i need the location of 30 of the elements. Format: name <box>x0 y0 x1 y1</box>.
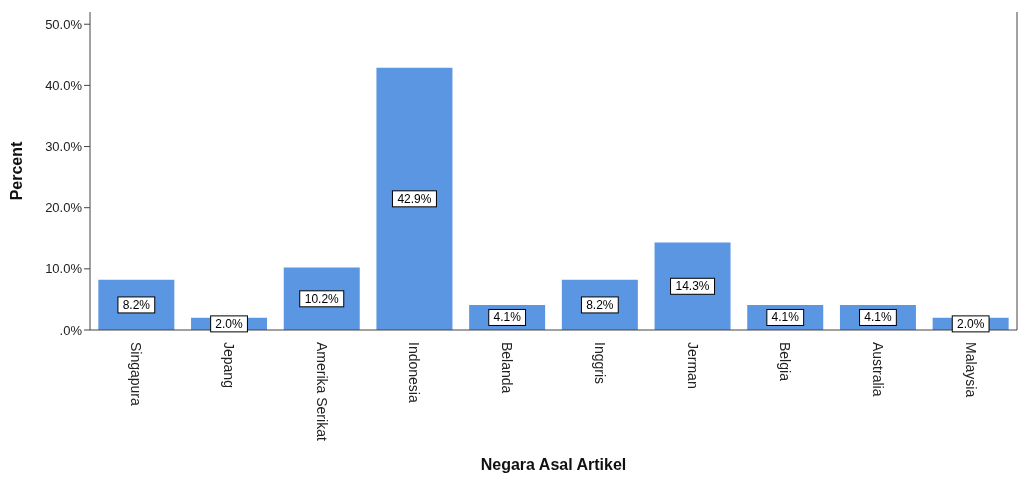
y-tick-label: 50.0% <box>45 16 83 32</box>
data-label: 4.1% <box>771 310 800 325</box>
data-label: 2.0% <box>215 316 244 331</box>
y-axis-title: Percent <box>7 140 25 201</box>
data-label: 4.1% <box>864 310 892 325</box>
y-tick-label: 30.0% <box>45 139 83 155</box>
data-label: 2.0% <box>956 316 985 331</box>
x-tick-label: Inggris <box>591 342 608 385</box>
bar <box>376 67 453 330</box>
data-label: 10.2% <box>304 291 340 306</box>
data-label: 14.3% <box>675 279 710 294</box>
data-label: 8.2% <box>586 297 614 312</box>
data-label: 42.9% <box>397 191 432 206</box>
x-tick-label: Australia <box>869 342 886 397</box>
y-tick-label: 20.0% <box>45 200 83 216</box>
y-tick-label: 10.0% <box>45 261 83 277</box>
x-tick-label: Amerika Serikat <box>313 342 330 441</box>
x-tick-label: Indonesia <box>406 342 423 403</box>
x-tick-label: Jepang <box>221 342 238 388</box>
x-tick-label: Belanda <box>499 342 516 394</box>
x-tick-label: Belgia <box>777 342 794 382</box>
x-tick-label: Malaysia <box>962 342 979 398</box>
x-tick-label: Jerman <box>684 342 701 389</box>
x-axis-title: Negara Asal Artikel <box>480 456 627 473</box>
data-label: 4.1% <box>493 310 522 325</box>
data-label: 8.2% <box>122 297 151 312</box>
y-tick-label: .0% <box>59 322 83 338</box>
y-tick-label: 40.0% <box>45 78 83 93</box>
bar <box>654 242 731 330</box>
x-tick-label: Singapura <box>128 342 145 407</box>
